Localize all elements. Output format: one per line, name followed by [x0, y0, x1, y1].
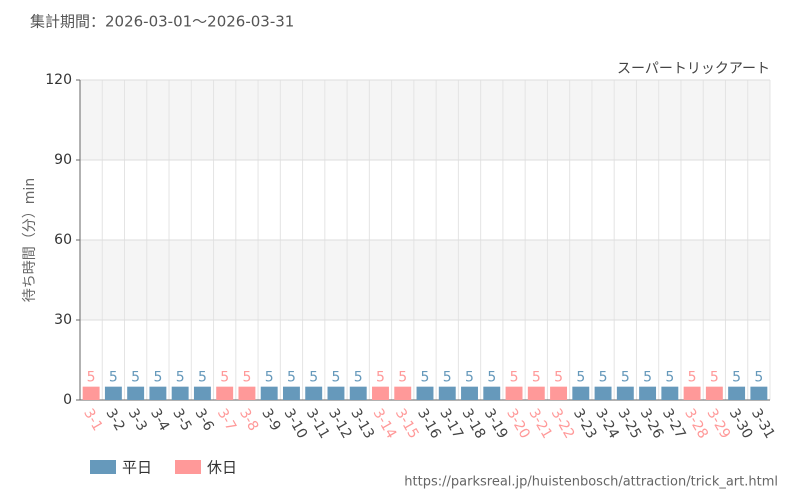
- data-label: 5: [109, 370, 118, 386]
- x-tick-label: 3-3: [125, 406, 150, 434]
- bar: [461, 386, 478, 400]
- data-label: 5: [599, 370, 608, 386]
- y-tick-label: 0: [63, 392, 72, 408]
- data-label: 5: [621, 370, 630, 386]
- y-axis-label: 待ち時間（分）min: [22, 178, 38, 302]
- data-label: 5: [242, 370, 251, 386]
- bar: [527, 386, 545, 400]
- data-label: 5: [287, 370, 296, 386]
- bar: [127, 386, 145, 400]
- bar: [438, 386, 456, 400]
- bar: [728, 386, 746, 400]
- bar: [238, 386, 256, 400]
- x-tick-label: 3-8: [236, 406, 261, 434]
- bar: [483, 386, 501, 400]
- source: https://parksreal.jp/huistenbosch/attrac…: [404, 475, 778, 490]
- legend-swatch: [90, 460, 116, 474]
- bar: [305, 386, 323, 400]
- data-label: 5: [87, 370, 96, 386]
- data-label: 5: [710, 370, 719, 386]
- data-label: 5: [131, 370, 140, 386]
- data-label: 5: [688, 370, 697, 386]
- legend-label: 休日: [207, 459, 237, 477]
- bar: [550, 386, 568, 400]
- bar: [282, 386, 300, 400]
- bar: [216, 386, 234, 400]
- bar: [505, 386, 523, 400]
- grid-band: [80, 240, 770, 320]
- bar: [616, 386, 634, 400]
- data-label: 5: [332, 370, 341, 386]
- x-tick-label: 3-1: [80, 406, 105, 434]
- data-label: 5: [665, 370, 674, 386]
- data-label: 5: [398, 370, 407, 386]
- bar: [349, 386, 367, 400]
- legend-swatch: [175, 460, 201, 474]
- y-tick-label: 30: [54, 312, 72, 328]
- bar: [572, 386, 590, 400]
- x-tick-label: 3-31: [748, 406, 778, 442]
- bar: [394, 386, 412, 400]
- bar: [193, 386, 211, 400]
- bar: [327, 386, 345, 400]
- data-label: 5: [309, 370, 318, 386]
- chart-title: スーパートリックアート: [617, 61, 770, 77]
- bar: [416, 386, 434, 400]
- data-label: 5: [376, 370, 385, 386]
- grid-band: [80, 80, 770, 160]
- subtitle: 集計期間：2026-03-01〜2026-03-31: [30, 13, 294, 31]
- y-tick-label: 90: [54, 152, 72, 168]
- bar: [661, 386, 679, 400]
- bar: [705, 386, 723, 400]
- bar: [683, 386, 701, 400]
- x-tick-label: 3-2: [102, 406, 127, 434]
- x-tick-label: 3-7: [214, 406, 239, 434]
- bar: [171, 386, 189, 400]
- x-tick-label: 3-6: [191, 406, 216, 434]
- x-tick-label: 3-4: [147, 406, 172, 434]
- data-label: 5: [465, 370, 474, 386]
- data-label: 5: [754, 370, 763, 386]
- data-label: 5: [443, 370, 452, 386]
- data-label: 5: [576, 370, 585, 386]
- bar: [82, 386, 100, 400]
- data-label: 5: [421, 370, 430, 386]
- bar: [372, 386, 389, 400]
- data-label: 5: [265, 370, 274, 386]
- data-label: 5: [643, 370, 652, 386]
- bar: [639, 386, 657, 400]
- data-label: 5: [220, 370, 229, 386]
- y-tick-label: 60: [54, 232, 72, 248]
- bar: [260, 386, 278, 400]
- y-tick-label: 120: [45, 72, 72, 88]
- x-tick-label: 3-5: [169, 406, 194, 434]
- bar: [750, 386, 768, 400]
- data-label: 5: [176, 370, 185, 386]
- bar: [104, 386, 122, 400]
- data-label: 5: [510, 370, 519, 386]
- data-label: 5: [732, 370, 741, 386]
- data-label: 5: [532, 370, 541, 386]
- bar: [594, 386, 612, 400]
- bar: [149, 386, 167, 400]
- data-label: 5: [554, 370, 563, 386]
- data-label: 5: [354, 370, 363, 386]
- x-tick-label: 3-9: [258, 406, 283, 434]
- data-label: 5: [153, 370, 162, 386]
- data-label: 5: [487, 370, 496, 386]
- data-label: 5: [198, 370, 207, 386]
- legend-label: 平日: [122, 459, 152, 477]
